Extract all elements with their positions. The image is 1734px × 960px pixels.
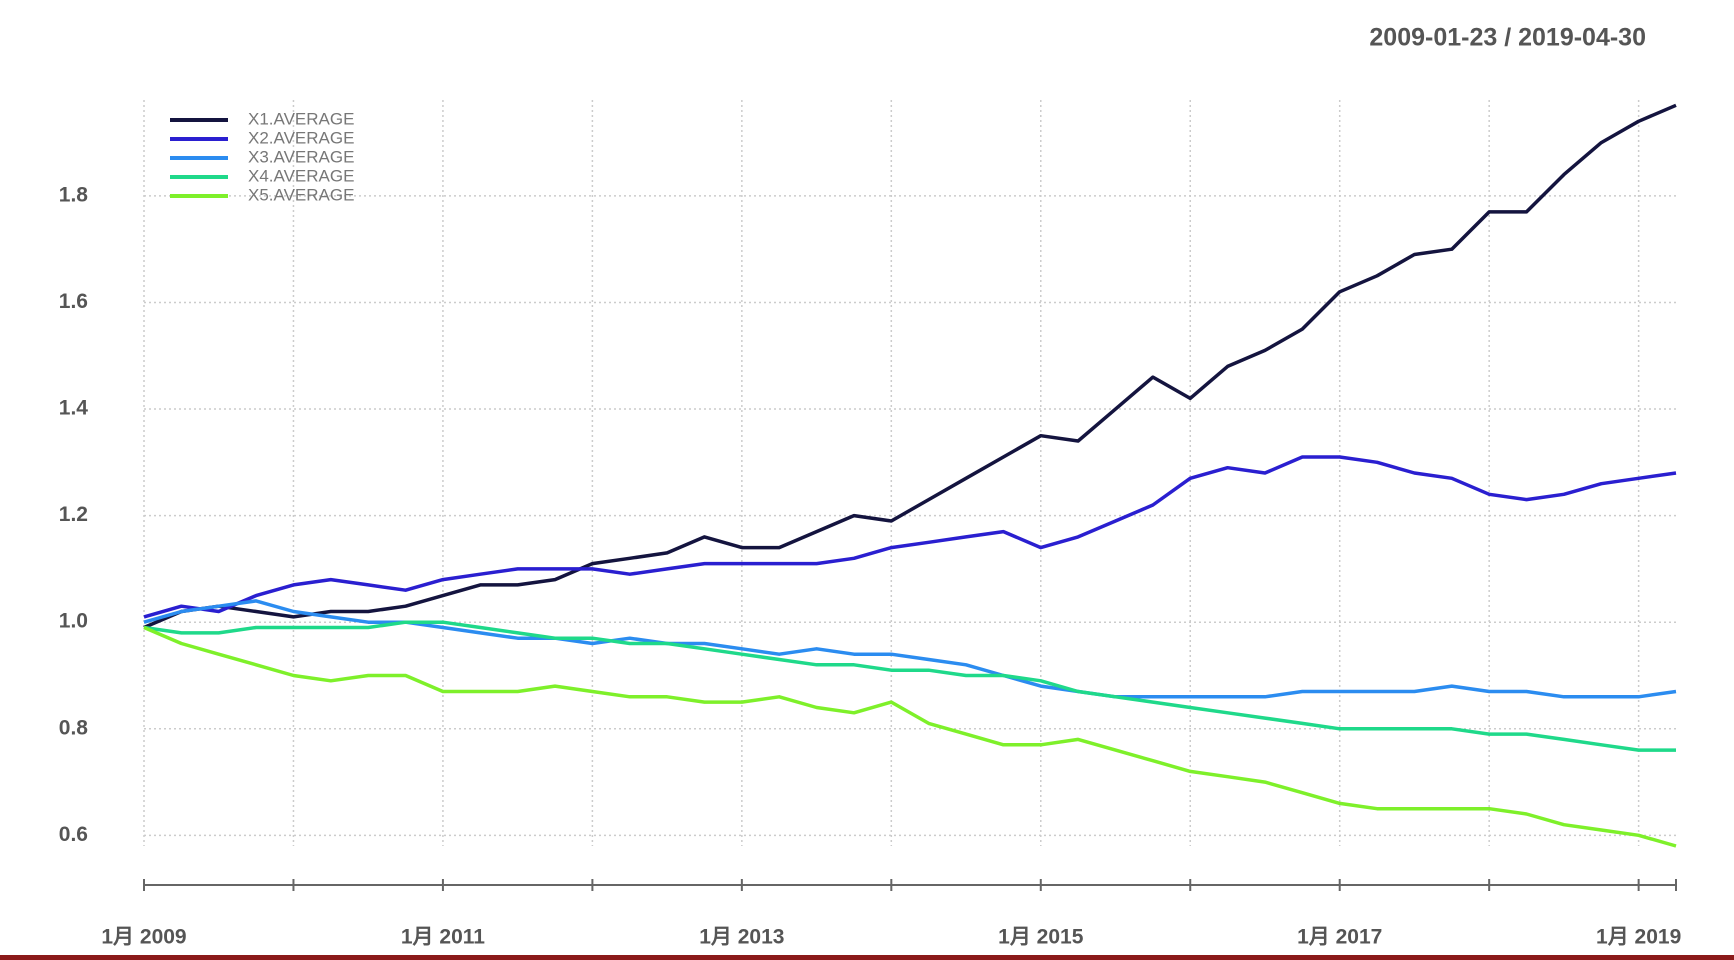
y-tick-label: 1.6 <box>59 290 88 313</box>
x-tick-label: 1月 2015 <box>998 926 1084 949</box>
y-tick-label: 0.8 <box>59 716 89 739</box>
y-tick-label: 1.8 <box>59 183 89 206</box>
y-tick-label: 1.0 <box>59 610 88 633</box>
x-tick-label: 1月 2019 <box>1596 926 1681 949</box>
series-line <box>143 625 1677 848</box>
series-line <box>143 599 1677 699</box>
legend-label: X5.AVERAGE <box>248 185 354 204</box>
legend-label: X2.AVERAGE <box>248 128 354 147</box>
y-tick-label: 1.4 <box>59 397 89 420</box>
series-line <box>143 103 1677 630</box>
y-tick-label: 0.6 <box>59 823 88 846</box>
x-tick-label: 1月 2013 <box>699 926 784 949</box>
x-tick-label: 1月 2017 <box>1297 926 1382 949</box>
bottom-border <box>0 955 1734 960</box>
series-line <box>143 455 1677 619</box>
legend-label: X1.AVERAGE <box>248 109 354 128</box>
x-tick-label: 1月 2011 <box>401 926 485 949</box>
x-tick-label: 1月 2009 <box>101 926 186 949</box>
legend-label: X3.AVERAGE <box>248 147 354 166</box>
series-line <box>143 620 1676 752</box>
y-tick-label: 1.2 <box>59 503 88 526</box>
legend-label: X4.AVERAGE <box>248 166 354 185</box>
chart-title: 2009-01-23 / 2019-04-30 <box>1369 24 1646 52</box>
